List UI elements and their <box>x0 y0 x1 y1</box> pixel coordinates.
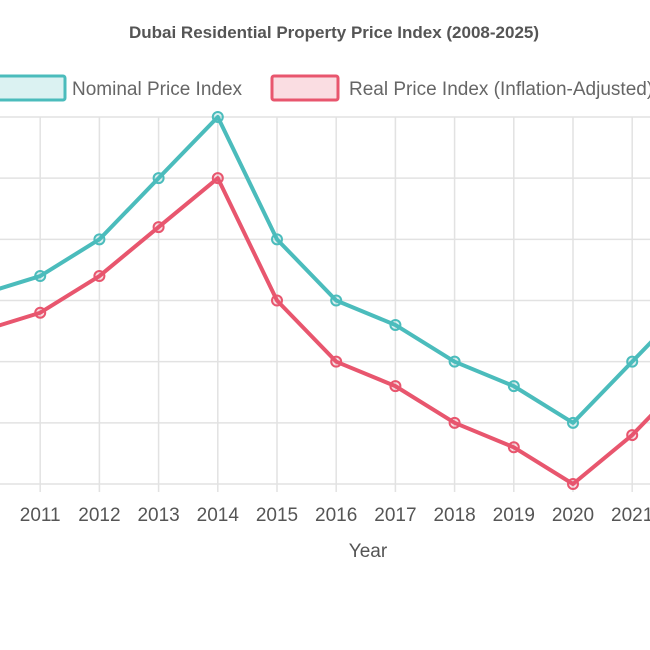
data-point[interactable] <box>93 233 106 246</box>
data-point[interactable] <box>34 270 47 283</box>
x-tick-label: 2018 <box>433 505 475 526</box>
data-point[interactable] <box>567 416 579 429</box>
x-tick-label: 2012 <box>78 505 120 526</box>
series-line <box>0 176 650 486</box>
data-point[interactable] <box>34 306 47 319</box>
x-axis-ticks: 0201120122013201420152016201720182019202… <box>20 505 650 526</box>
data-point[interactable] <box>507 441 520 454</box>
x-tick-label: 2011 <box>20 505 61 526</box>
x-tick-label: 2016 <box>315 505 357 526</box>
chart-title: Dubai Residential Property Price Index (… <box>129 23 539 42</box>
data-point[interactable] <box>448 416 461 429</box>
data-point[interactable] <box>93 270 106 283</box>
data-point[interactable] <box>330 355 343 368</box>
series-real <box>0 172 650 490</box>
legend-label-real[interactable]: Real Price Index (Inflation-Adjusted) <box>349 79 650 100</box>
data-point[interactable] <box>626 429 639 442</box>
data-point[interactable] <box>211 111 224 123</box>
data-point[interactable] <box>448 355 461 368</box>
x-tick-label: 2019 <box>493 505 535 526</box>
chart-grid <box>0 116 650 492</box>
x-axis-title: Year <box>349 541 388 562</box>
series-line <box>0 115 650 425</box>
series-nominal <box>0 111 650 429</box>
x-tick-label: 2021 <box>611 505 650 526</box>
legend-label-nominal[interactable]: Nominal Price Index <box>72 79 243 100</box>
data-point[interactable] <box>626 355 639 368</box>
x-tick-label: 2017 <box>374 505 416 526</box>
data-point[interactable] <box>152 221 165 234</box>
x-tick-label: 2020 <box>552 505 594 526</box>
chart-legend: Nominal Price Index Real Price Index (In… <box>0 74 650 102</box>
data-point[interactable] <box>507 380 520 393</box>
data-point[interactable] <box>567 478 579 490</box>
legend-swatch-nominal[interactable] <box>0 74 67 102</box>
data-point[interactable] <box>152 172 165 185</box>
data-point[interactable] <box>271 233 283 246</box>
chart-series <box>0 111 650 490</box>
data-point[interactable] <box>330 294 343 307</box>
data-point[interactable] <box>271 294 283 307</box>
legend-swatch-real[interactable] <box>270 74 340 102</box>
data-point[interactable] <box>389 380 402 393</box>
data-point[interactable] <box>389 318 402 331</box>
data-point[interactable] <box>211 172 224 185</box>
x-tick-label: 2015 <box>256 505 298 526</box>
x-tick-label: 2014 <box>197 505 240 526</box>
x-tick-label: 2013 <box>137 505 179 526</box>
